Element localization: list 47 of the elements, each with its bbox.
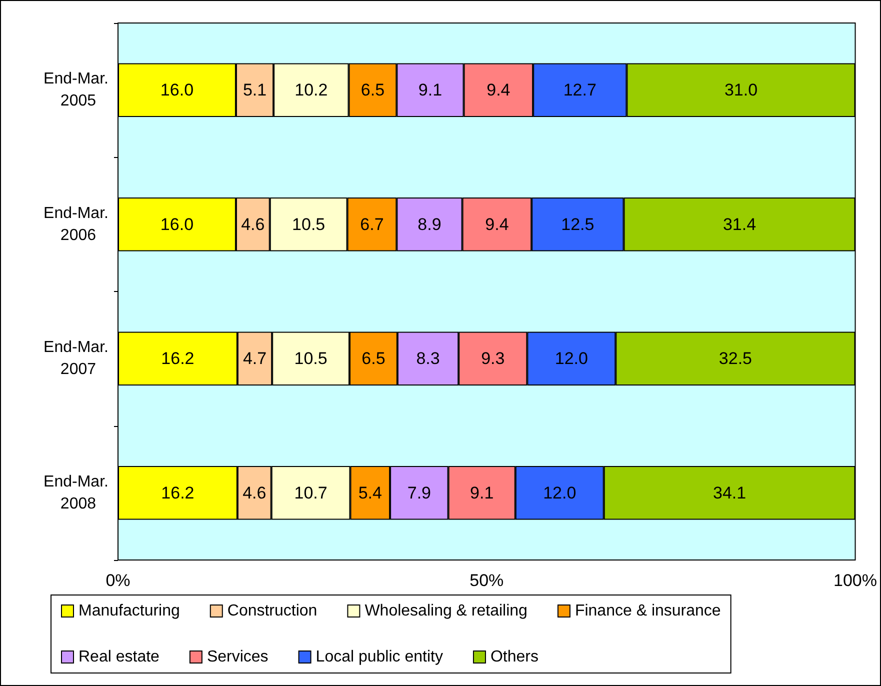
data-label: 9.1 — [470, 483, 494, 502]
data-label: 12.7 — [563, 80, 596, 100]
data-label: 10.7 — [294, 483, 328, 502]
y-tick-label: End-Mar. 2005 — [44, 70, 108, 110]
data-label: 5.1 — [242, 80, 267, 100]
data-label: 16.2 — [161, 349, 194, 368]
data-label: 10.5 — [294, 349, 328, 368]
data-label: 12.0 — [554, 349, 588, 368]
data-label: 31.4 — [722, 214, 756, 234]
x-tick-label: 100% — [834, 571, 878, 590]
legend-label: Construction — [227, 602, 318, 620]
data-label: 6.5 — [360, 80, 385, 100]
y-tick-label: End-Mar. 2006 — [44, 204, 108, 244]
data-label: 6.7 — [360, 214, 384, 234]
data-label: 8.9 — [418, 214, 442, 234]
data-label: 12.5 — [561, 214, 594, 234]
data-label: 32.5 — [718, 349, 752, 368]
data-label: 10.5 — [292, 214, 326, 234]
data-label: 8.3 — [416, 349, 440, 368]
data-label: 9.1 — [418, 80, 442, 100]
legend-label: Others — [490, 648, 538, 666]
data-label: 4.7 — [242, 349, 267, 368]
data-label: 4.6 — [242, 483, 266, 502]
legend-label: Local public entity — [316, 648, 443, 666]
legend-label: Services — [206, 648, 268, 666]
data-label: 16.2 — [161, 483, 194, 502]
data-label: 16.0 — [160, 80, 194, 100]
data-label: 16.0 — [160, 214, 194, 234]
x-tick-label: 0% — [106, 571, 130, 590]
data-label: 10.2 — [294, 80, 328, 100]
y-tick-label: End-Mar. 2007 — [44, 339, 108, 378]
data-label: 9.4 — [485, 214, 509, 234]
legend-label: Manufacturing — [78, 602, 180, 620]
data-label: 7.9 — [407, 483, 431, 502]
data-label: 9.4 — [486, 80, 510, 100]
y-tick-label: End-Mar. 2008 — [44, 473, 108, 512]
data-label: 12.0 — [543, 483, 576, 502]
data-label: 6.5 — [362, 349, 386, 368]
data-label: 4.6 — [241, 214, 265, 234]
data-label: 5.4 — [358, 483, 382, 502]
data-label: 31.0 — [724, 80, 758, 100]
x-tick-label: 50% — [470, 571, 504, 590]
data-label: 34.1 — [713, 483, 746, 502]
legend-label: Wholesaling & retailing — [364, 602, 528, 620]
data-label: 9.3 — [481, 349, 505, 368]
legend-label: Real estate — [78, 648, 160, 666]
legend-label: Finance & insurance — [574, 602, 721, 620]
